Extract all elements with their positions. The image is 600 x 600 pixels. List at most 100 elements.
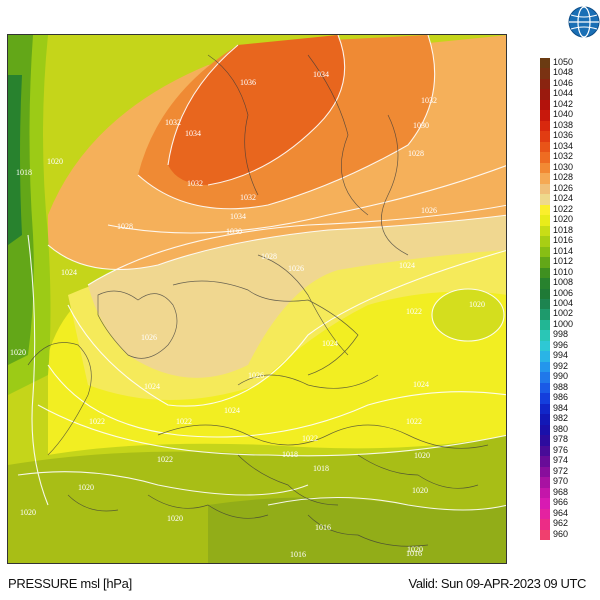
legend-swatch xyxy=(540,141,550,153)
legend-swatch xyxy=(540,309,550,321)
legend-swatch xyxy=(540,68,550,80)
legend-swatch xyxy=(540,99,550,111)
legend-label: 1044 xyxy=(553,88,574,99)
legend-swatch xyxy=(540,382,550,394)
legend-label: 962 xyxy=(553,518,569,529)
legend-swatch xyxy=(540,487,550,499)
valid-time: Valid: Sun 09-APR-2023 09 UTC xyxy=(408,576,587,591)
isobar-label: 1024 xyxy=(224,406,240,415)
isobar-label: 1028 xyxy=(408,149,424,158)
legend-label: 1014 xyxy=(553,245,574,256)
isobar-label: 1020 xyxy=(10,348,26,357)
legend-label: 1038 xyxy=(553,119,574,130)
legend-label: 1020 xyxy=(553,214,574,225)
pressure-color-legend: 1050 1048 1046 1044 1042 1040 1038 1036 1034 1032… xyxy=(540,58,598,541)
legend-swatch xyxy=(540,456,550,468)
isobar-label: 1032 xyxy=(421,96,437,105)
legend-label: 1002 xyxy=(553,308,574,319)
legend-label: 1030 xyxy=(553,161,574,172)
globe-logo-icon xyxy=(568,6,600,38)
legend-label: 960 xyxy=(553,528,569,539)
legend-swatch xyxy=(540,445,550,457)
legend-label: 990 xyxy=(553,371,569,382)
legend-label: 1012 xyxy=(553,256,574,267)
isobar-label: 1022 xyxy=(89,417,105,426)
legend-label: 994 xyxy=(553,350,569,361)
legend-label: 970 xyxy=(553,476,569,487)
isobar-label: 1022 xyxy=(406,307,422,316)
isobar-label: 1016 xyxy=(290,550,306,559)
legend-label: 992 xyxy=(553,360,569,371)
legend-swatch xyxy=(540,319,550,331)
isobar-label: 1020 xyxy=(412,486,428,495)
legend-swatch xyxy=(540,120,550,132)
isobar-label: 1024 xyxy=(322,339,338,348)
isobar-label: 1030 xyxy=(413,121,429,130)
isobar-label: 1020 xyxy=(78,483,94,492)
legend-swatch xyxy=(540,435,550,447)
legend-label: 1046 xyxy=(553,77,574,88)
legend-swatch xyxy=(540,393,550,405)
legend-swatch xyxy=(540,110,550,122)
isobar-label: 1020 xyxy=(47,157,63,166)
legend-label: 1024 xyxy=(553,193,574,204)
isobar-label: 1016 xyxy=(315,523,331,532)
isobar-label: 1020 xyxy=(469,300,485,309)
isobar-label: 1034 xyxy=(313,70,329,79)
legend-label: 968 xyxy=(553,486,569,497)
legend-swatch xyxy=(540,299,550,310)
pressure-map: 1036 1034 1032 1034 1032 1030 1028 1032 1034 1032… xyxy=(7,34,507,564)
legend-swatch xyxy=(540,257,550,269)
legend-swatch xyxy=(540,414,550,426)
legend-label: 1040 xyxy=(553,109,574,120)
isobar-label: 1032 xyxy=(240,193,256,202)
legend-label: 974 xyxy=(553,455,569,466)
isobar-label: 1026 xyxy=(421,206,437,215)
legend-swatch xyxy=(540,215,550,227)
legend-label: 1016 xyxy=(553,235,574,246)
legend-swatch xyxy=(540,131,550,143)
legend-swatch xyxy=(540,466,550,478)
legend-swatch xyxy=(540,173,550,185)
legend-label: 1032 xyxy=(553,151,574,162)
legend-label: 1018 xyxy=(553,224,574,235)
legend-swatch xyxy=(540,204,550,216)
isobar-label: 1022 xyxy=(176,417,192,426)
isobar-label: 1032 xyxy=(165,118,181,127)
legend-label: 1028 xyxy=(553,172,574,183)
legend-swatch xyxy=(540,529,550,541)
legend-label: 982 xyxy=(553,413,569,424)
legend-swatch xyxy=(540,508,550,520)
legend-label: 964 xyxy=(553,507,569,518)
isobar-label: 1026 xyxy=(288,264,304,273)
field-label: PRESSURE msl [hPa] xyxy=(8,576,132,591)
legend-swatch xyxy=(540,361,550,373)
legend-label: 1008 xyxy=(553,277,574,288)
legend-swatch xyxy=(540,424,550,436)
legend-label: 998 xyxy=(553,329,569,340)
legend-swatch xyxy=(540,340,550,352)
isobar-label: 1034 xyxy=(185,129,201,138)
legend-swatch xyxy=(540,372,550,384)
legend-swatch xyxy=(540,477,550,489)
legend-swatch xyxy=(540,152,550,164)
isobar-label: 1024 xyxy=(144,382,160,391)
isobar-label: 1024 xyxy=(413,380,429,389)
isobar-label: 1016 xyxy=(406,549,422,558)
isobar-label: 1028 xyxy=(117,222,133,231)
legend-label: 1048 xyxy=(553,67,574,78)
isobar-label: 1020 xyxy=(407,545,423,554)
legend-label: 972 xyxy=(553,465,569,476)
legend-swatch xyxy=(540,278,550,289)
isobar-label: 1020 xyxy=(20,508,36,517)
isobar-label: 1018 xyxy=(313,464,329,473)
legend-label: 1000 xyxy=(553,318,574,329)
isobar-label: 1020 xyxy=(167,514,183,523)
isobar-label: 1030 xyxy=(226,227,242,236)
legend-label: 986 xyxy=(553,392,569,403)
isobar-label: 1022 xyxy=(157,455,173,464)
legend-swatch xyxy=(540,58,550,69)
legend-swatch xyxy=(540,498,550,510)
legend-swatch xyxy=(540,330,550,342)
isobar-label: 1032 xyxy=(187,179,203,188)
